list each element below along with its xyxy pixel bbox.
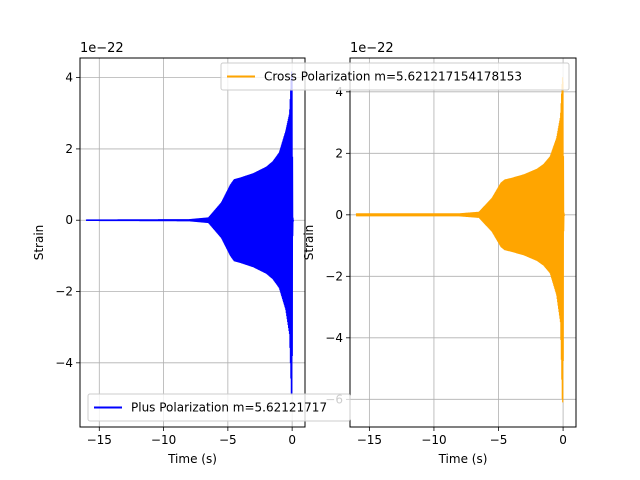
y-tick-label: 2 — [65, 142, 73, 156]
plus-y-axis-label: Strain — [32, 225, 46, 261]
x-tick-label: −5 — [219, 433, 237, 447]
y-tick-label: 4 — [335, 85, 343, 99]
y-tick-label: −4 — [325, 331, 343, 345]
x-tick-label: 0 — [288, 433, 296, 447]
cross-legend-label: Cross Polarization m=5.621217154178153 — [264, 70, 522, 84]
cross-scale-label: 1e−22 — [350, 41, 394, 56]
plus-polarization-axes: −15 −10 −5 0 −4 −2 0 2 4 1e−22 Time (s) Strain — [32, 41, 306, 466]
x-tick-label: 0 — [559, 433, 567, 447]
y-tick-label: 0 — [65, 213, 73, 227]
y-tick-label: −2 — [55, 285, 73, 299]
y-tick-label: −2 — [325, 269, 343, 283]
plus-ticks: −15 −10 −5 0 −4 −2 0 2 4 — [55, 71, 296, 447]
cross-x-axis-label: Time (s) — [438, 452, 488, 466]
plus-x-axis-label: Time (s) — [167, 452, 217, 466]
cross-legend: Cross Polarization m=5.621217154178153 — [220, 62, 570, 91]
plus-axes-frame — [79, 57, 306, 428]
cross-legend-box — [220, 62, 570, 91]
cross-y-axis-label: Strain — [302, 225, 316, 261]
y-tick-label: 4 — [65, 71, 73, 85]
cross-polarization-series — [355, 77, 565, 403]
plus-legend-label: Plus Polarization m=5.62121717 — [131, 401, 327, 415]
plus-polarization-series — [85, 71, 295, 395]
y-tick-label: 0 — [335, 208, 343, 222]
cross-axes-frame — [349, 57, 577, 428]
x-tick-label: −10 — [151, 433, 176, 447]
x-tick-label: −10 — [421, 433, 446, 447]
x-tick-label: −15 — [87, 433, 112, 447]
y-tick-label: −4 — [55, 356, 73, 370]
x-tick-label: −5 — [490, 433, 508, 447]
plus-legend-box — [87, 393, 351, 422]
plus-scale-label: 1e−22 — [80, 41, 124, 56]
x-tick-label: −15 — [357, 433, 382, 447]
y-tick-label: 2 — [335, 146, 343, 160]
plus-legend: Plus Polarization m=5.62121717 — [87, 393, 351, 422]
